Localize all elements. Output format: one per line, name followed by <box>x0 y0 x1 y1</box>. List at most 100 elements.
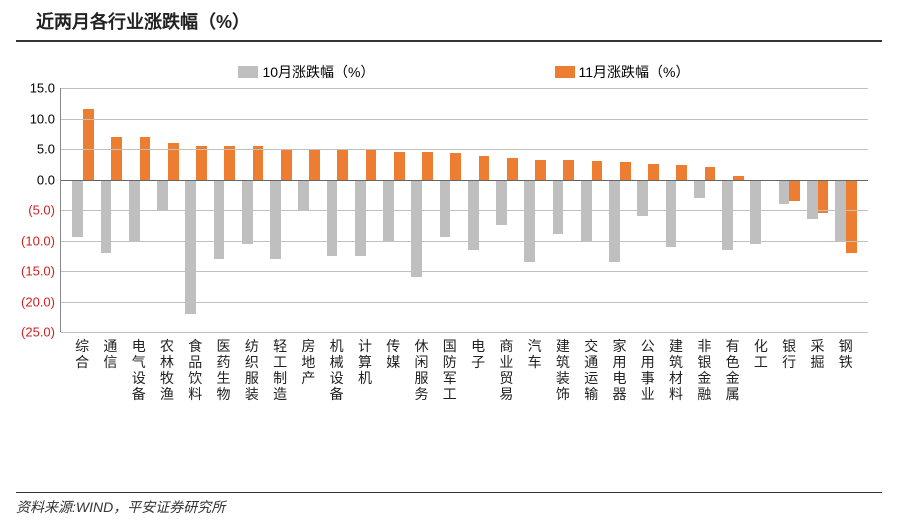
bar-nov <box>592 161 603 179</box>
bar-oct <box>355 180 366 256</box>
ytick-label: (10.0) <box>21 233 61 248</box>
bar-nov <box>337 149 348 180</box>
bar-oct <box>157 180 168 211</box>
bar-nov <box>309 149 320 180</box>
bar-oct <box>609 180 620 262</box>
ytick-label: 5.0 <box>37 142 61 157</box>
xlabel: 银行 <box>775 338 803 402</box>
chart-area: 10月涨跌幅（%） 11月涨跌幅（%） 15.010.05.00.0(5.0)(… <box>60 62 868 462</box>
bar-nov <box>366 150 377 179</box>
bar-oct <box>496 180 507 226</box>
bar-nov <box>196 146 207 180</box>
bar-oct <box>468 180 479 250</box>
bar-oct <box>270 180 281 259</box>
xlabel: 传媒 <box>379 338 407 402</box>
ytick-label: (20.0) <box>21 294 61 309</box>
bar-oct <box>440 180 451 238</box>
gridline <box>61 119 868 120</box>
legend-swatch-oct <box>238 66 258 78</box>
xlabel: 建筑材料 <box>662 338 690 402</box>
xlabel: 医药生物 <box>209 338 237 402</box>
bar-nov <box>789 180 800 201</box>
bar-nov <box>563 160 574 180</box>
xlabel: 农林牧渔 <box>153 338 181 402</box>
bar-oct <box>666 180 677 247</box>
bar-nov <box>140 137 151 180</box>
bar-oct <box>807 180 818 220</box>
xlabel: 有色金属 <box>718 338 746 402</box>
gridline <box>61 302 868 303</box>
gridline <box>61 332 868 333</box>
bar-oct <box>750 180 761 244</box>
xlabel: 公用事业 <box>634 338 662 402</box>
source-text: 资料来源:WIND，平安证券研究所 <box>16 499 225 515</box>
chart-title: 近两月各行业涨跌幅（%） <box>36 8 862 34</box>
xlabel: 采掘 <box>803 338 831 402</box>
legend-label-oct: 10月涨跌幅（%） <box>262 62 374 82</box>
xlabel: 轻工制造 <box>266 338 294 402</box>
bar-nov <box>705 167 716 179</box>
legend-item-oct: 10月涨跌幅（%） <box>238 62 374 82</box>
gridline <box>61 210 868 211</box>
xlabel: 化工 <box>747 338 775 402</box>
xlabel: 国防军工 <box>436 338 464 402</box>
bar-nov <box>479 156 490 179</box>
bar-oct <box>214 180 225 259</box>
bar-nov <box>450 153 461 179</box>
legend-item-nov: 11月涨跌幅（%） <box>555 62 690 82</box>
ytick-label: (25.0) <box>21 325 61 340</box>
bar-nov <box>83 109 94 179</box>
bar-oct <box>298 180 309 211</box>
bar-nov <box>422 152 433 179</box>
xlabel: 机械设备 <box>323 338 351 402</box>
bar-nov <box>818 180 829 214</box>
xlabel: 纺织服装 <box>238 338 266 402</box>
gridline <box>61 149 868 150</box>
xlabel: 通信 <box>96 338 124 402</box>
bar-oct <box>101 180 112 253</box>
xlabel: 综合 <box>68 338 96 402</box>
bar-nov <box>253 146 264 180</box>
bar-nov <box>394 152 405 179</box>
xlabel: 建筑装饰 <box>549 338 577 402</box>
gridline <box>61 271 868 272</box>
xlabel: 电气设备 <box>125 338 153 402</box>
bar-nov <box>224 146 235 180</box>
ytick-label: 15.0 <box>30 81 61 96</box>
bar-oct <box>722 180 733 250</box>
bar-oct <box>411 180 422 278</box>
legend-label-nov: 11月涨跌幅（%） <box>579 62 690 82</box>
xlabel: 计算机 <box>351 338 379 402</box>
xlabel: 电子 <box>464 338 492 402</box>
xlabel: 房地产 <box>294 338 322 402</box>
xlabel: 食品饮料 <box>181 338 209 402</box>
bar-oct <box>524 180 535 262</box>
bar-oct <box>72 180 83 238</box>
bar-nov <box>676 165 687 179</box>
xlabel: 商业贸易 <box>492 338 520 402</box>
plot: 15.010.05.00.0(5.0)(10.0)(15.0)(20.0)(25… <box>60 88 868 332</box>
xlabel: 汽车 <box>521 338 549 402</box>
ytick-label: 0.0 <box>37 172 61 187</box>
legend: 10月涨跌幅（%） 11月涨跌幅（%） <box>60 62 868 82</box>
bar-nov <box>535 160 546 180</box>
xlabel: 钢铁 <box>832 338 860 402</box>
gridline <box>61 241 868 242</box>
ytick-label: (15.0) <box>21 264 61 279</box>
ytick-label: (5.0) <box>28 203 61 218</box>
xlabel: 家用电器 <box>605 338 633 402</box>
bar-oct <box>185 180 196 314</box>
bar-oct <box>779 180 790 204</box>
xlabel: 休闲服务 <box>407 338 435 402</box>
gridline <box>61 88 868 89</box>
bar-nov <box>846 180 857 253</box>
bar-oct <box>327 180 338 256</box>
bar-nov <box>111 137 122 180</box>
bar-nov <box>507 158 518 179</box>
xlabel: 交通运输 <box>577 338 605 402</box>
xlabel: 非银金融 <box>690 338 718 402</box>
bar-nov <box>620 162 631 179</box>
bar-nov <box>648 164 659 179</box>
bar-oct <box>242 180 253 244</box>
legend-swatch-nov <box>555 66 575 78</box>
